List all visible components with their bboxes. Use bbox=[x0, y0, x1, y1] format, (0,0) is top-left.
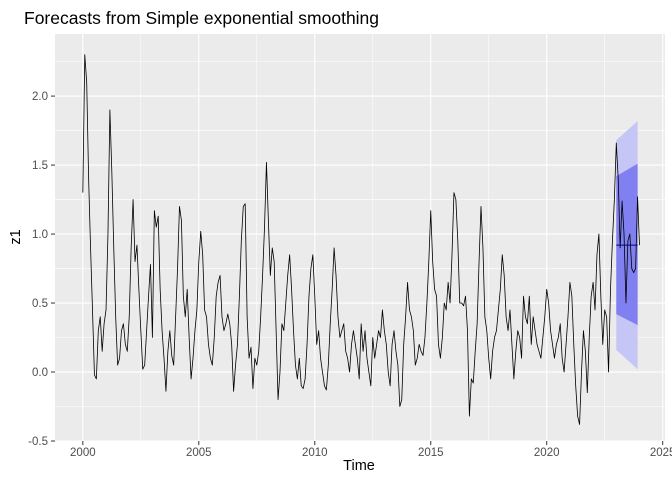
pi80-band bbox=[616, 163, 638, 326]
x-tick-label: 2000 bbox=[70, 447, 96, 459]
series-line bbox=[82, 54, 640, 425]
y-axis: -0.5 0.0 0.5 1.0 1.5 2.0 bbox=[28, 91, 55, 448]
x-tick-label: 2005 bbox=[186, 447, 212, 459]
minor-grid bbox=[55, 34, 665, 441]
plot-panel bbox=[55, 34, 665, 441]
y-tick-label: 2.0 bbox=[32, 91, 48, 103]
x-tick-label: 2020 bbox=[534, 447, 560, 459]
chart-title: Forecasts from Simple exponential smooth… bbox=[24, 8, 379, 28]
y-tick-label: 1.5 bbox=[32, 160, 48, 172]
x-axis: 2000 2005 2010 2015 2020 2025 bbox=[70, 441, 672, 459]
y-tick-label: 0.5 bbox=[32, 298, 48, 310]
x-axis-title: Time bbox=[343, 458, 375, 474]
y-tick-label: 0.0 bbox=[32, 367, 48, 379]
x-tick-label: 2010 bbox=[302, 447, 328, 459]
major-grid bbox=[55, 34, 665, 442]
y-axis-title: z1 bbox=[8, 229, 24, 244]
y-tick-label: -0.5 bbox=[28, 436, 48, 448]
x-tick-label: 2025 bbox=[650, 447, 672, 459]
series-lines bbox=[82, 54, 640, 425]
y-tick-label: 1.0 bbox=[32, 229, 48, 241]
x-tick-label: 2015 bbox=[418, 447, 444, 459]
